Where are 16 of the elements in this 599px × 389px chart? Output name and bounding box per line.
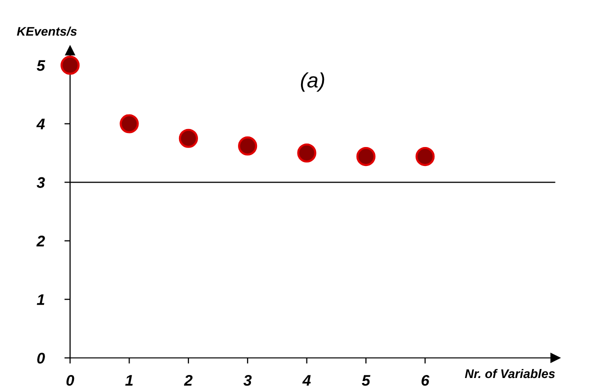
x-tick-label: 3 <box>243 374 252 386</box>
x-tick-label: 1 <box>125 375 133 386</box>
x-tick-label: 2 <box>184 374 193 386</box>
x-tick-label: 4 <box>302 375 311 386</box>
y-tick-label: 5 <box>36 60 46 71</box>
y-tick-label: 4 <box>36 118 45 130</box>
y-tick-label: 1 <box>36 294 44 305</box>
x-tick-label: 6 <box>422 374 430 386</box>
y-tick-label: 2 <box>36 236 45 246</box>
x-axis-title: Nr. of Variables <box>464 368 555 378</box>
x-tick-label: 0 <box>66 374 74 386</box>
y-tick-label: 3 <box>36 177 45 188</box>
y-axis-title: KEvents/s <box>16 26 77 36</box>
x-tick-label: 5 <box>362 375 370 386</box>
y-tick-label: 0 <box>37 352 45 364</box>
text: (a) <box>300 72 324 92</box>
